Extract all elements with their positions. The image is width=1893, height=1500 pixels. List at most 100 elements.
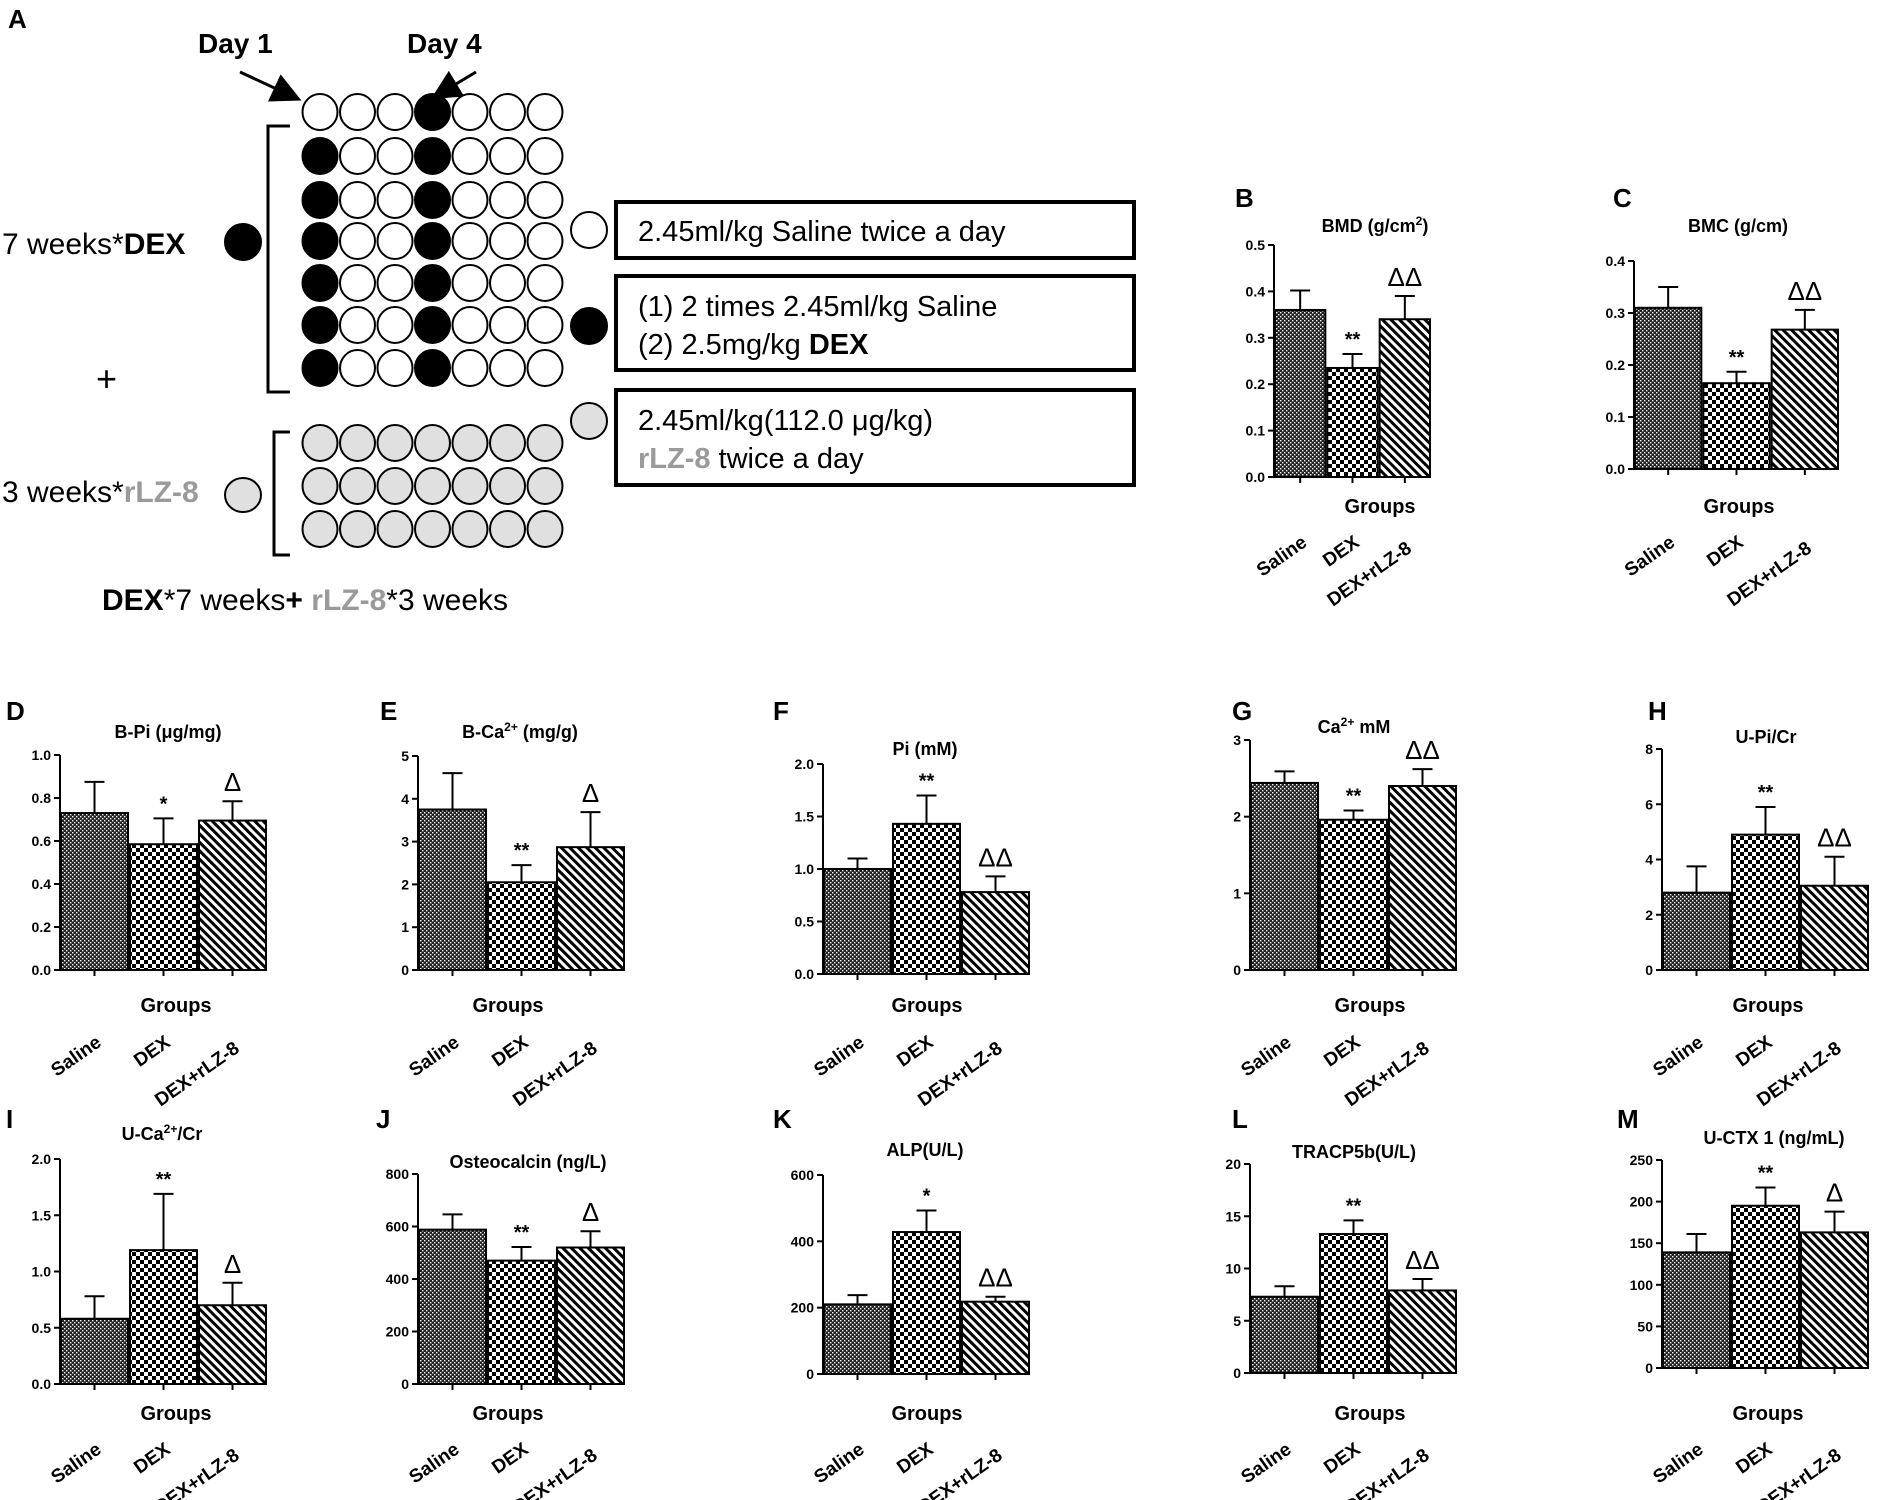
y-tick-label: 5 [1233, 1313, 1241, 1329]
chart-title: U-CTX 1 (ng/mL) [1704, 1128, 1845, 1148]
bar-dex [1326, 366, 1379, 478]
panel-label: D [6, 696, 25, 726]
rlz-bracket [272, 430, 290, 557]
y-tick-label: 8 [1645, 741, 1653, 757]
chart-title: B-Ca2+ (mg/g) [462, 720, 578, 742]
panel-label: H [1648, 696, 1667, 726]
y-tick-label: 150 [1630, 1235, 1654, 1251]
category-label: DEX [130, 1439, 174, 1479]
y-tick-label: 0.0 [32, 1376, 52, 1392]
dose-dot [339, 181, 376, 219]
category-label: Saline [810, 1439, 868, 1488]
bar-dex-rlz-8 [198, 819, 267, 972]
y-tick-label: 0.4 [1246, 283, 1266, 299]
dose-dot [489, 424, 526, 462]
y-tick-label: 1.0 [795, 861, 815, 877]
dose-dot [339, 137, 376, 175]
bar-saline [1274, 308, 1327, 478]
chart-title: Pi (mM) [893, 739, 958, 759]
category-label: Saline [810, 1032, 868, 1081]
y-tick-label: 0.0 [1246, 469, 1266, 485]
panel-a-label: A [8, 4, 27, 34]
chart-title: B-Pi (μg/mg) [115, 722, 222, 742]
y-tick-label: 0.3 [1606, 305, 1626, 321]
dose-dot [376, 264, 414, 302]
category-label: DEX [130, 1032, 174, 1072]
y-tick-label: 800 [386, 1166, 410, 1182]
dose-dot [339, 424, 376, 462]
dose-dot [451, 349, 489, 387]
significance-marker: Δ [582, 1197, 599, 1227]
dose-dot [489, 264, 526, 302]
bar-dex [1319, 1233, 1388, 1375]
bar-saline [418, 808, 487, 971]
chart-title: Osteocalcin (ng/L) [449, 1152, 606, 1172]
category-label: Saline [405, 1032, 463, 1081]
y-tick-label: 3 [401, 834, 409, 850]
chart-B: B BMD (g/cm2) 0.0 0.1 0.2 0.3 0.4 0.5 Saline ** DE… [1235, 183, 1431, 611]
x-axis-label: Groups [1703, 496, 1774, 518]
category-label: DEX [1320, 1439, 1364, 1479]
y-tick-label: 1.0 [32, 1264, 52, 1280]
y-tick-label: 0.5 [32, 1320, 52, 1336]
significance-marker: ** [1758, 1162, 1774, 1184]
bar-saline [60, 812, 129, 971]
significance-marker: ** [1758, 782, 1774, 804]
legend-black-dot [570, 307, 608, 345]
chart-D: D B-Pi (μg/mg) 0.0 0.2 0.4 0.6 0.8 1.0 Saline * DE… [6, 696, 267, 1111]
legend-box-dex: (1) 2 times 2.45ml/kg Saline (2) 2.5mg/kg… [614, 274, 1136, 372]
category-label: DEX [1319, 532, 1363, 572]
significance-marker: ** [1346, 786, 1362, 808]
dose-dot [301, 467, 339, 505]
bar-saline [418, 1228, 487, 1386]
x-axis-label: Groups [1344, 496, 1415, 518]
y-tick-label: 2.0 [795, 756, 815, 772]
dose-dot [526, 93, 564, 131]
significance-marker: Δ [582, 778, 599, 808]
y-tick-label: 0.3 [1246, 330, 1266, 346]
chart-title: BMC (g/cm) [1688, 216, 1788, 236]
y-tick-label: 200 [791, 1300, 815, 1316]
dose-dot [489, 93, 526, 131]
significance-marker: ** [919, 771, 935, 793]
dose-dot [376, 510, 414, 548]
bar-dex [1731, 833, 1800, 972]
y-tick-label: 0 [1645, 962, 1653, 978]
y-tick-label: 0.4 [1606, 253, 1626, 269]
category-label: Saline [405, 1439, 463, 1488]
panel-label: L [1232, 1104, 1248, 1134]
dose-dot [414, 222, 451, 260]
y-tick-label: 4 [401, 791, 409, 807]
x-axis-label: Groups [472, 1403, 543, 1425]
significance-marker: ** [1729, 347, 1745, 369]
category-label: DEX [1703, 532, 1747, 572]
significance-marker: ΔΔ [1817, 823, 1852, 853]
dose-dot [339, 349, 376, 387]
chart-title: Ca2+ mM [1318, 715, 1391, 737]
significance-marker: ** [1346, 1195, 1362, 1217]
dose-dot [339, 510, 376, 548]
dose-dot [526, 467, 564, 505]
y-tick-label: 2.0 [32, 1151, 52, 1167]
bar-dex [129, 843, 198, 971]
y-tick-label: 5 [401, 748, 409, 764]
dose-dot [451, 181, 489, 219]
dose-dot [414, 424, 451, 462]
dose-dot [376, 424, 414, 462]
significance-marker: ΔΔ [978, 842, 1013, 872]
bar-dex-rlz-8 [1388, 1289, 1457, 1374]
significance-marker: Δ [1826, 1178, 1843, 1208]
bar-dex-rlz-8 [1770, 328, 1839, 471]
y-tick-label: 0.5 [795, 914, 815, 930]
y-tick-label: 15 [1225, 1208, 1241, 1224]
bar-saline [1250, 1295, 1319, 1374]
chart-J: J Osteocalcin (ng/L) 0 200 400 600 800 Saline **… [376, 1104, 625, 1500]
dose-dot [526, 349, 564, 387]
dose-dot [526, 264, 564, 302]
y-tick-label: 10 [1225, 1261, 1241, 1277]
panel-label: K [773, 1104, 792, 1134]
chart-E: EB-Ca2+ (mg/g)012345Saline**DEXΔDEX+rLZ-… [380, 696, 625, 1111]
category-label: Saline [47, 1032, 105, 1081]
category-label: Saline [1237, 1032, 1295, 1081]
